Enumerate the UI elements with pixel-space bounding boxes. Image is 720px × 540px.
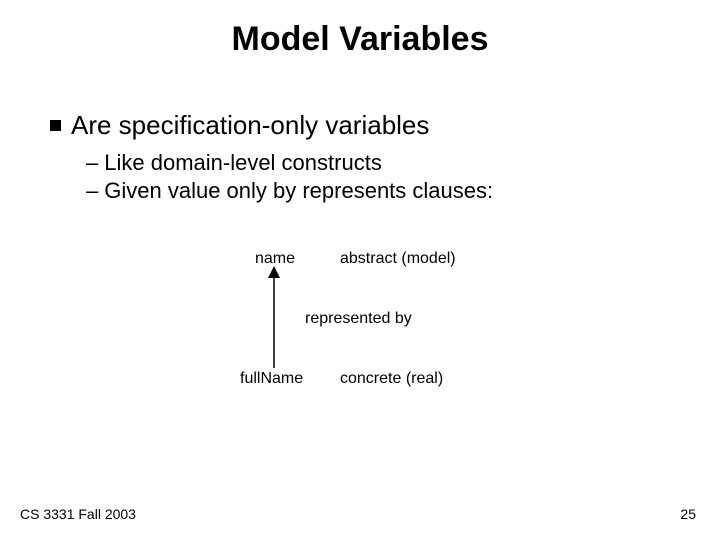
slide-body: Are specification-only variables –Like d… [50, 110, 680, 204]
square-bullet-icon [50, 120, 61, 131]
bullet-level1: Are specification-only variables [50, 110, 680, 141]
bullet-l2b-text: Given value only by represents clauses: [104, 178, 493, 203]
bullet-level2-a: –Like domain-level constructs [86, 149, 680, 177]
arrow-svg [200, 250, 540, 420]
diagram-mid: represented by [305, 310, 412, 328]
dash-bullet-icon: – [86, 149, 98, 177]
dash-bullet-icon: – [86, 177, 98, 205]
represents-diagram: name abstract (model) represented by ful… [200, 250, 540, 420]
bullet-l2a-text: Like domain-level constructs [104, 150, 382, 175]
slide-title: Model Variables [0, 20, 720, 59]
bullet-level2-b: –Given value only by represents clauses: [86, 177, 680, 205]
slide: Model Variables Are specification-only v… [0, 0, 720, 540]
bullet-l1-text: Are specification-only variables [71, 110, 429, 140]
footer-page: 25 [680, 506, 696, 522]
diagram-top-left: name [255, 250, 295, 268]
footer-course: CS 3331 Fall 2003 [20, 506, 136, 522]
diagram-bot-right: concrete (real) [340, 370, 443, 388]
diagram-top-right: abstract (model) [340, 250, 456, 268]
diagram-bot-left: fullName [240, 370, 303, 388]
